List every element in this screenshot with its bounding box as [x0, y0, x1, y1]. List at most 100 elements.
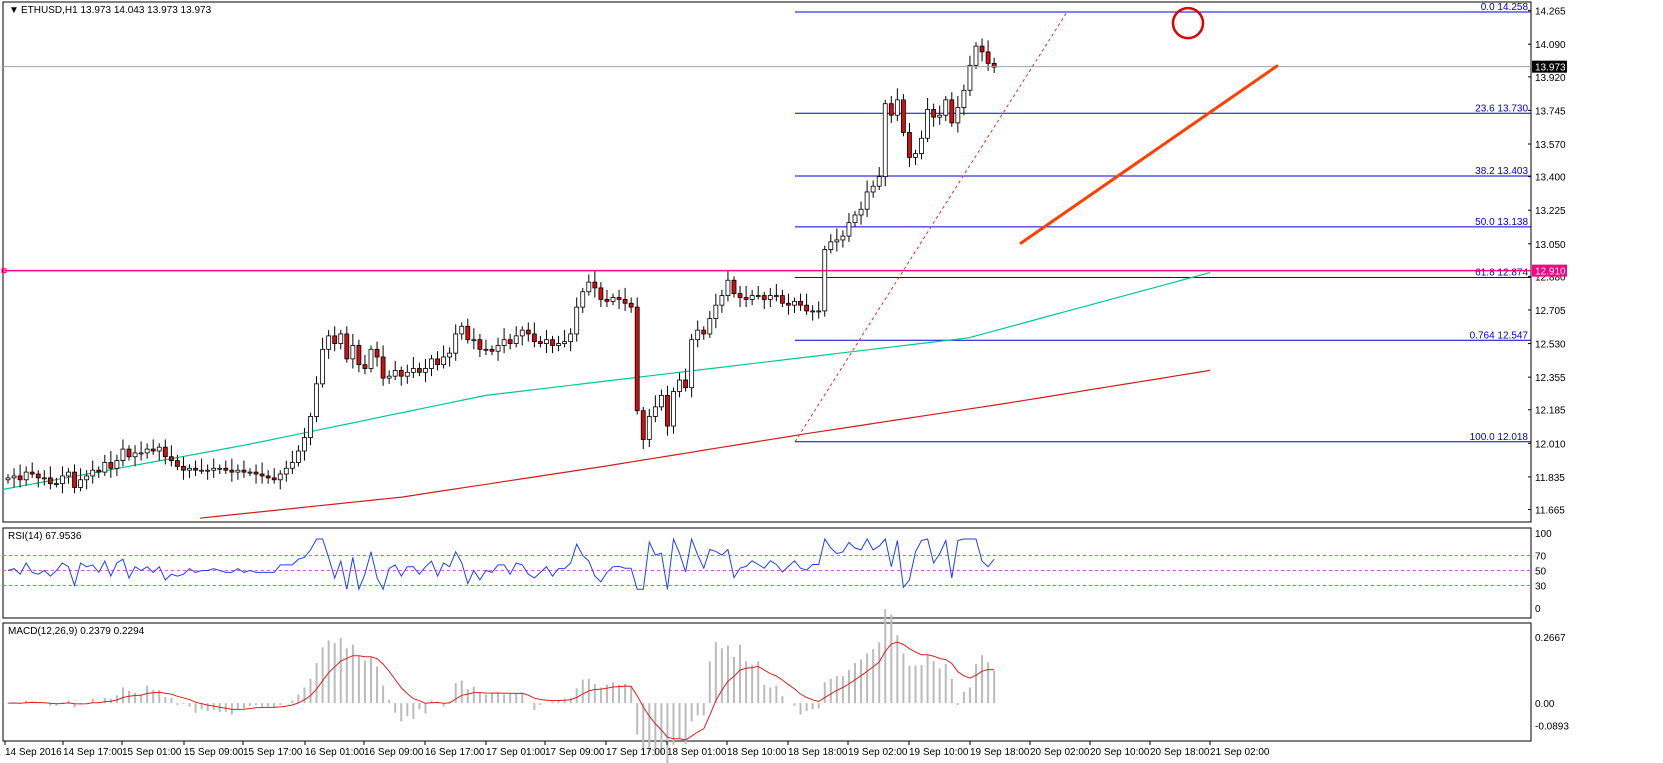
- candle: [913, 149, 918, 166]
- bear-candle-body: [259, 473, 265, 477]
- last-price-label: 13.973: [1535, 63, 1566, 74]
- candle: [876, 167, 882, 191]
- bull-candle-body: [132, 452, 138, 458]
- candle: [931, 103, 937, 127]
- moving-averages: [2, 272, 1211, 519]
- price-tick-label: 12.530: [1535, 340, 1566, 351]
- candlestick-series: [5, 38, 997, 494]
- bear-candle-body: [29, 471, 35, 475]
- bear-candle-body: [47, 477, 53, 485]
- candle: [338, 330, 344, 350]
- bull-candle-body: [882, 103, 888, 178]
- candle: [5, 474, 11, 484]
- candle: [320, 337, 326, 388]
- candle: [368, 345, 374, 373]
- bear-candle-body: [507, 339, 513, 344]
- candle: [755, 285, 761, 300]
- time-tick-label: 19 Sep 10:00: [909, 747, 969, 758]
- candle: [66, 468, 71, 484]
- candle: [229, 458, 235, 482]
- candle: [90, 460, 96, 484]
- price-tick-label: 11.835: [1535, 473, 1565, 484]
- bull-candle-body: [707, 318, 713, 335]
- fib-level-label: 23.6 13.730: [1475, 103, 1528, 114]
- bull-candle-body: [913, 153, 918, 158]
- macd-tick-label: -0.0893: [1535, 721, 1569, 732]
- bear-candle-body: [991, 63, 997, 68]
- bull-candle-body: [410, 368, 416, 373]
- candle: [247, 468, 253, 476]
- time-tick-label: 18 Sep 10:00: [727, 747, 787, 758]
- bear-candle-body: [550, 339, 555, 346]
- bear-candle-body: [477, 339, 483, 350]
- price-tick-label: 13.745: [1535, 106, 1566, 117]
- candle: [961, 84, 967, 116]
- bull-candle-body: [876, 176, 882, 187]
- drawing-overlays[interactable]: 12.910 13.973: [1, 6, 1567, 443]
- bull-candle-body: [11, 475, 17, 479]
- candle: [108, 451, 114, 478]
- bull-candle-body: [828, 241, 834, 250]
- bear-candle-body: [634, 306, 640, 412]
- bull-candle-body: [41, 477, 47, 480]
- time-tick-label: 17 Sep 01:00: [486, 747, 546, 758]
- bear-candle-body: [743, 297, 749, 300]
- candle: [277, 470, 283, 490]
- candle: [955, 96, 961, 133]
- bull-candle-body: [943, 99, 949, 116]
- candle: [713, 293, 719, 329]
- candle: [985, 40, 991, 72]
- bull-candle-body: [247, 471, 253, 474]
- candle: [441, 345, 447, 369]
- candle: [907, 122, 912, 168]
- candle: [17, 464, 23, 488]
- candle: [525, 322, 531, 342]
- time-axis: 14 Sep 2016 14 Sep 17:00 15 Sep 01:00 15 Se…: [4, 741, 1270, 758]
- candle: [507, 333, 513, 350]
- bear-candle-body: [731, 279, 737, 295]
- candle: [937, 105, 943, 125]
- rsi-tick-label: 50: [1535, 567, 1547, 578]
- candle: [60, 466, 65, 494]
- fib-level-label: 50.0 13.138: [1475, 217, 1528, 228]
- candle: [187, 464, 192, 478]
- price-axis: 14.265 14.090 13.920 13.745 13.570 13.400 13.2…: [1528, 7, 1566, 517]
- candle: [731, 276, 737, 298]
- candle: [489, 345, 495, 356]
- fibonacci-retracement[interactable]: 0.0 14.258 23.6 13.730 38.2 13.403 50.0 13.…: [795, 2, 1531, 443]
- candle: [852, 211, 858, 227]
- time-tick-label: 20 Sep 02:00: [1030, 747, 1090, 758]
- candle: [483, 339, 489, 356]
- candle: [822, 245, 828, 317]
- bull-candle-body: [423, 368, 428, 373]
- bear-candle-body: [798, 300, 803, 306]
- rsi-line: [7, 537, 995, 591]
- candle: [695, 320, 701, 348]
- bear-candle-body: [465, 325, 471, 341]
- bear-candle-body: [489, 348, 495, 352]
- bear-candle-body: [416, 368, 422, 373]
- bear-candle-body: [901, 99, 906, 133]
- candle: [416, 362, 422, 377]
- triangle-down-icon[interactable]: ▼: [9, 5, 19, 16]
- candle: [459, 322, 465, 340]
- candle: [810, 305, 816, 321]
- bull-candle-body: [773, 295, 779, 297]
- bull-candle-body: [199, 469, 205, 472]
- bear-candle-body: [265, 475, 271, 479]
- candle: [556, 335, 561, 352]
- candle: [392, 360, 398, 381]
- candle: [943, 96, 949, 121]
- candle: [592, 270, 598, 298]
- bear-candle-body: [344, 333, 350, 360]
- candle: [580, 287, 586, 313]
- bull-candle-body: [386, 375, 392, 379]
- candle: [41, 470, 47, 486]
- bull-candle-body: [652, 406, 658, 417]
- time-tick-label: 20 Sep 18:00: [1150, 747, 1210, 758]
- candle: [973, 42, 979, 70]
- bull-candle-body: [556, 343, 561, 346]
- candle: [870, 180, 876, 198]
- candle: [271, 468, 277, 484]
